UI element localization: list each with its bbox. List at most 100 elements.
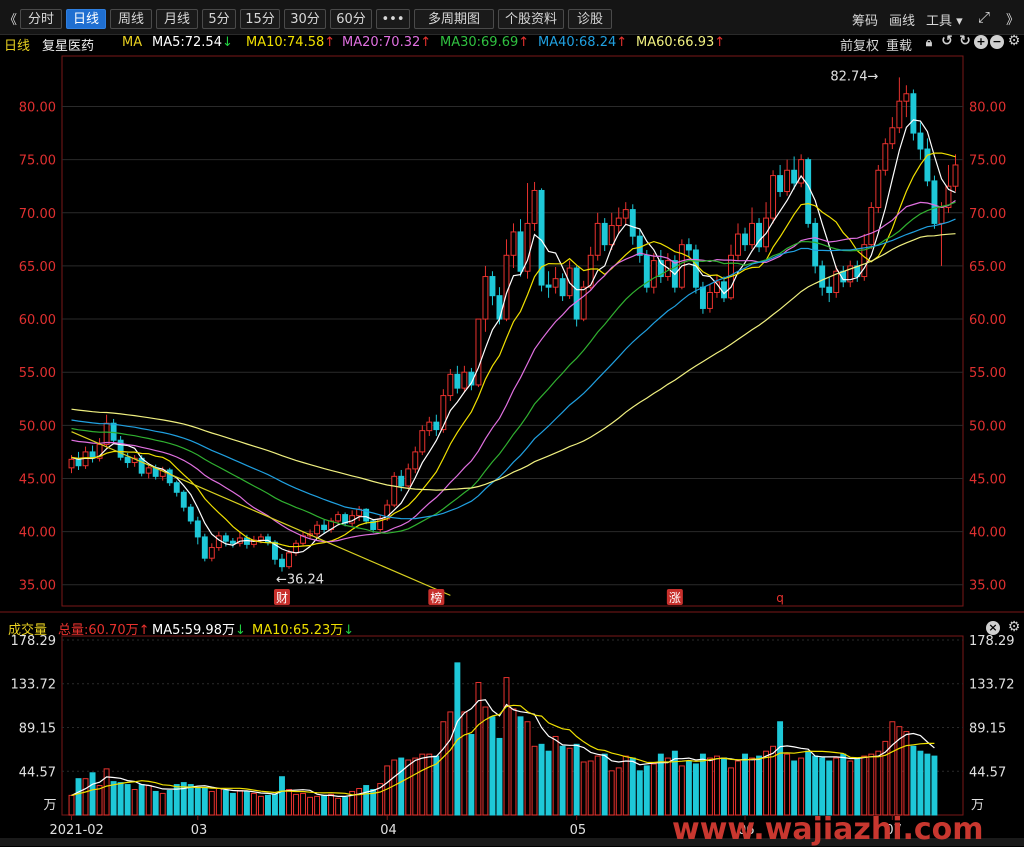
volume-bar bbox=[117, 782, 124, 816]
adjust-mode-button[interactable]: 前复权 bbox=[840, 39, 880, 54]
volume-unit-right: 万 bbox=[971, 798, 984, 813]
ma5-value: MA5:72.54↓ bbox=[152, 35, 233, 50]
tab-3[interactable]: 月线 bbox=[156, 9, 198, 29]
candle-body bbox=[272, 541, 278, 560]
close-volume-icon[interactable]: × bbox=[986, 621, 1000, 635]
volume-bar bbox=[349, 790, 356, 816]
lock-icon[interactable]: 🔒︎ bbox=[925, 35, 933, 49]
candle-body bbox=[461, 371, 468, 389]
event-marker-box bbox=[666, 589, 683, 605]
candle-body bbox=[699, 286, 706, 309]
candle-body bbox=[805, 159, 812, 224]
indicator-name[interactable]: MA bbox=[122, 35, 143, 50]
volume-bar bbox=[671, 750, 678, 816]
candle-body bbox=[629, 209, 636, 237]
candle-body bbox=[580, 286, 587, 320]
volume-bar bbox=[657, 753, 664, 816]
tab-8[interactable]: ••• bbox=[376, 9, 410, 29]
volume-bar bbox=[650, 763, 657, 816]
tab-5[interactable]: 15分 bbox=[240, 9, 280, 29]
volume-settings-gear-icon[interactable]: ⚙ bbox=[1007, 619, 1021, 635]
zoom-in-icon[interactable]: + bbox=[974, 35, 988, 49]
chip-distribution-button[interactable]: 筹码 bbox=[852, 14, 879, 29]
ma10-value: MA10:74.58↑ bbox=[246, 35, 336, 50]
tab-10[interactable]: 个股资料 bbox=[498, 9, 564, 29]
settings-gear-icon[interactable]: ⚙ bbox=[1007, 33, 1021, 49]
candle-body bbox=[756, 222, 763, 248]
volume-bar bbox=[735, 760, 741, 816]
undo-icon[interactable]: ↺ bbox=[941, 33, 953, 49]
candle-body bbox=[124, 456, 131, 464]
x-tick-label: 06 bbox=[738, 823, 755, 838]
expand-icon[interactable]: ⤢ bbox=[978, 8, 991, 26]
candle-body bbox=[573, 267, 580, 320]
volume-bar bbox=[538, 743, 545, 816]
volume-bar bbox=[524, 721, 531, 816]
candle-body bbox=[503, 254, 510, 320]
volume-bar bbox=[756, 755, 763, 816]
candle-body bbox=[931, 180, 938, 224]
volume-bar bbox=[412, 757, 419, 816]
candle-body bbox=[798, 159, 805, 184]
candle-body bbox=[524, 222, 531, 272]
volume-bar bbox=[377, 783, 384, 816]
tab-7[interactable]: 60分 bbox=[330, 9, 372, 29]
redo-icon[interactable]: ↻ bbox=[959, 33, 971, 49]
tab-2[interactable]: 周线 bbox=[110, 9, 152, 29]
volume-bar bbox=[749, 757, 755, 816]
volume-bar bbox=[580, 761, 587, 816]
ma40-value: MA40:68.24↑ bbox=[538, 35, 628, 50]
volume-bar bbox=[917, 750, 924, 816]
volume-bar bbox=[243, 790, 250, 816]
volume-bar bbox=[342, 796, 349, 816]
candle-body bbox=[201, 536, 208, 559]
y-tick-label-left: 50.00 bbox=[19, 419, 56, 434]
event-marker-box bbox=[273, 589, 290, 605]
tab-9[interactable]: 多周期图 bbox=[414, 9, 494, 29]
volume-bar bbox=[426, 753, 433, 816]
candle-body bbox=[405, 468, 412, 487]
draw-line-button[interactable]: 画线 bbox=[889, 14, 916, 29]
volume-bar bbox=[699, 753, 706, 816]
volume-bar bbox=[405, 759, 412, 816]
volume-bar bbox=[272, 793, 278, 816]
volume-bar bbox=[875, 750, 882, 816]
tab-1[interactable]: 日线 bbox=[66, 9, 106, 29]
volume-bar bbox=[931, 755, 938, 816]
zoom-out-icon[interactable]: − bbox=[990, 35, 1004, 49]
ma-line-ma20 bbox=[71, 200, 956, 543]
collapse-right-icon[interactable]: 》 bbox=[1006, 13, 1020, 28]
collapse-left-icon[interactable]: 《 bbox=[4, 13, 18, 28]
volume-bar bbox=[356, 787, 363, 816]
volume-bar bbox=[798, 757, 805, 816]
candle-body bbox=[945, 185, 952, 208]
tools-menu-button[interactable]: 工具 ▾ bbox=[926, 14, 963, 29]
candle-body bbox=[412, 451, 419, 470]
volume-bar bbox=[903, 731, 910, 816]
volume-bar bbox=[833, 757, 840, 816]
volume-bar bbox=[770, 745, 777, 816]
y-tick-label-left: 35.00 bbox=[19, 579, 56, 594]
volume-bar bbox=[391, 759, 398, 816]
candle-body bbox=[447, 373, 454, 397]
volume-bar bbox=[510, 708, 517, 816]
tab-4[interactable]: 5分 bbox=[202, 9, 236, 29]
candle-body bbox=[784, 169, 791, 193]
tab-11[interactable]: 诊股 bbox=[568, 9, 612, 29]
y-tick-label-right: 55.00 bbox=[969, 366, 1006, 381]
candle-body bbox=[335, 514, 342, 522]
candle-body bbox=[454, 373, 461, 389]
candle-body bbox=[257, 536, 264, 541]
tab-0[interactable]: 分时 bbox=[20, 9, 62, 29]
volume-bar bbox=[489, 716, 496, 816]
candle-body bbox=[517, 231, 524, 272]
volume-bar bbox=[236, 789, 243, 816]
volume-bar bbox=[482, 706, 489, 816]
y-tick-label-left: 40.00 bbox=[19, 526, 56, 541]
volume-bar bbox=[363, 785, 370, 816]
reload-button[interactable]: 重载 bbox=[886, 39, 913, 54]
candle-body bbox=[791, 169, 798, 184]
volume-bar bbox=[601, 753, 608, 816]
tab-6[interactable]: 30分 bbox=[284, 9, 326, 29]
